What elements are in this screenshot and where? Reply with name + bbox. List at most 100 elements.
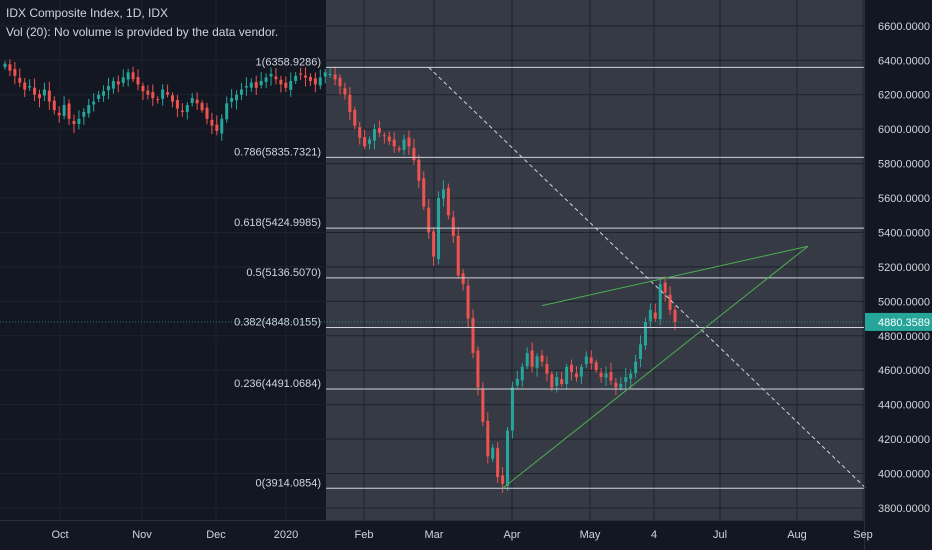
candle-5 <box>28 79 32 91</box>
price-tick-7: 5200.0000 <box>878 262 930 274</box>
candle-body-52 <box>259 80 263 86</box>
time-axis[interactable]: Oct Nov Dec 2020 Feb Mar Apr May 4 Jul Aug Sep <box>0 520 873 542</box>
candle-107 <box>530 342 534 373</box>
time-tick-8: 4 <box>651 529 657 541</box>
candle-97 <box>481 382 485 426</box>
candle-45 <box>225 96 229 123</box>
candle-130 <box>643 317 647 350</box>
price-tick-12: 4200.0000 <box>878 434 930 446</box>
candle-49 <box>244 77 248 96</box>
candle-89 <box>441 180 445 207</box>
candle-body-35 <box>175 100 179 109</box>
candle-136 <box>673 305 677 331</box>
time-tick-11: Sep <box>853 529 873 541</box>
time-tick-7: May <box>580 529 601 541</box>
candle-body-72 <box>358 127 362 138</box>
candle-20 <box>102 85 106 102</box>
wedge-upper-trendline[interactable] <box>541 245 809 307</box>
candle-36 <box>180 103 184 117</box>
candle-body-29 <box>146 90 150 95</box>
candle-91 <box>451 210 455 244</box>
candle-body-75 <box>372 129 376 141</box>
time-tick-9: Jul <box>713 529 727 541</box>
candle-133 <box>658 279 662 326</box>
candle-102 <box>506 426 509 491</box>
candle-24 <box>121 69 125 87</box>
candle-21 <box>106 77 110 100</box>
candle-body-105 <box>520 366 524 381</box>
candle-65 <box>323 68 327 84</box>
candle-95 <box>471 309 475 359</box>
candle-body-34 <box>171 95 174 102</box>
candle-body-0 <box>3 63 7 68</box>
price-tick-0: 6600.0000 <box>878 21 930 33</box>
candle-body-121 <box>599 372 603 378</box>
candle-body-64 <box>318 77 322 86</box>
candle-body-136 <box>673 309 677 322</box>
candle-body-58 <box>289 80 293 90</box>
candle-72 <box>358 121 362 145</box>
candle-69 <box>343 82 347 100</box>
candle-50 <box>249 78 253 92</box>
candle-body-30 <box>151 92 155 99</box>
candle-53 <box>264 73 268 89</box>
candle-2 <box>13 61 17 85</box>
candle-131 <box>648 303 652 329</box>
candle-108 <box>535 353 539 377</box>
candle-body-56 <box>279 79 283 85</box>
candle-113 <box>560 371 564 387</box>
candle-body-8 <box>42 89 46 96</box>
candle-78 <box>387 131 391 145</box>
candle-body-54 <box>269 74 273 77</box>
candle-body-24 <box>121 77 125 83</box>
candle-6 <box>33 78 37 102</box>
price-axis[interactable]: 6600.0000 6400.0000 6200.0000 6000.0000 5800… <box>864 0 931 550</box>
candle-body-5 <box>28 86 32 88</box>
wedge-lower-trendline[interactable] <box>502 245 809 489</box>
chart-symbol-title[interactable]: IDX Composite Index, 1D, IDX <box>6 6 169 20</box>
candle-body-10 <box>52 100 56 111</box>
candle-body-6 <box>33 87 37 95</box>
candle-body-49 <box>244 86 248 88</box>
candle-body-71 <box>353 109 357 126</box>
candle-103 <box>510 381 514 439</box>
candle-17 <box>87 98 91 118</box>
candle-134 <box>663 276 667 302</box>
candle-body-106 <box>525 352 529 367</box>
candle-79 <box>392 132 396 153</box>
candle-47 <box>235 90 239 110</box>
candle-body-55 <box>274 76 278 80</box>
candle-68 <box>338 74 342 95</box>
candle-body-61 <box>304 75 308 78</box>
candle-63 <box>313 72 317 93</box>
dashed-downtrend-line[interactable] <box>428 66 867 489</box>
candle-body-28 <box>141 85 145 92</box>
candle-body-74 <box>368 139 372 144</box>
candle-30 <box>151 84 155 106</box>
candle-66 <box>328 68 332 78</box>
candle-body-128 <box>634 361 638 374</box>
last-price-value: 4880.3589 <box>878 317 930 329</box>
candle-body-21 <box>106 86 110 91</box>
candle-body-17 <box>87 105 91 114</box>
candle-61 <box>304 67 308 87</box>
price-tick-10: 4600.0000 <box>878 365 930 377</box>
candle-body-94 <box>466 285 470 319</box>
candle-9 <box>47 81 51 110</box>
candle-12 <box>62 96 66 120</box>
candle-body-82 <box>407 137 411 147</box>
candle-117 <box>579 364 583 385</box>
candle-80 <box>397 145 401 153</box>
fibonacci-levels: 1(6358.9286) 0.786(5835.7321) 0.618(5424.9… <box>234 56 864 489</box>
candle-26 <box>131 66 135 83</box>
candle-74 <box>368 136 372 150</box>
candle-body-135 <box>668 294 672 310</box>
candle-body-111 <box>550 374 554 388</box>
candle-90 <box>446 183 450 220</box>
candle-body-122 <box>604 373 608 378</box>
fib-label-5: 0.236(4491.0684) <box>234 378 321 390</box>
trend-lines[interactable] <box>428 66 867 489</box>
candle-73 <box>363 129 367 150</box>
candle-body-87 <box>432 231 436 257</box>
